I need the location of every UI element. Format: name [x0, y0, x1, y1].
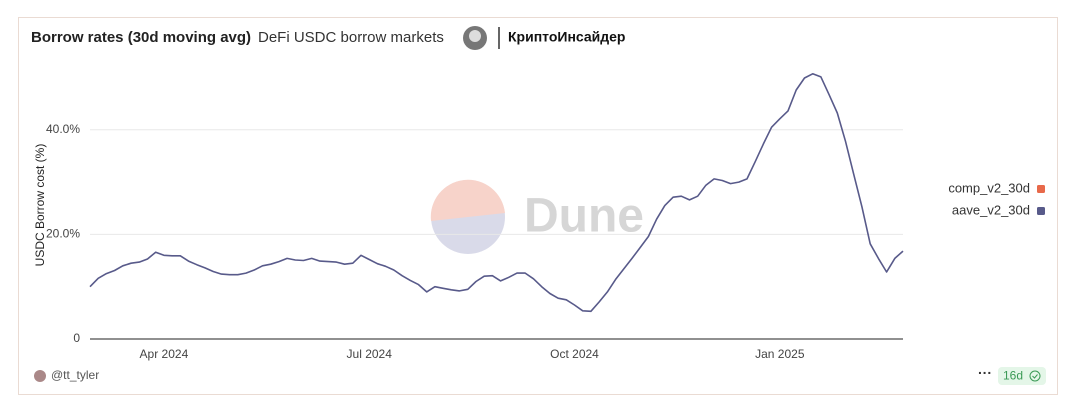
card	[18, 17, 1058, 395]
legend-swatch	[1037, 207, 1045, 215]
x-tick-label: Apr 2024	[140, 347, 189, 361]
legend-label: aave_v2_30d	[952, 202, 1030, 217]
y-tick-label: 0	[73, 331, 80, 345]
check-icon	[1029, 370, 1041, 382]
legend-label: comp_v2_30d	[948, 180, 1030, 195]
chart-title: Borrow rates (30d moving avg)	[31, 29, 251, 46]
y-tick-label: 20.0%	[46, 227, 80, 241]
user-avatar	[34, 370, 46, 382]
check-mark	[1032, 374, 1038, 379]
age-text: 16d	[1003, 369, 1023, 383]
author-name: КриптоИнсайдер	[508, 29, 625, 45]
user-name: @tt_tyler	[51, 368, 99, 382]
x-tick-label: Jan 2025	[755, 347, 805, 361]
legend-swatch	[1037, 185, 1045, 193]
watermark-logo-top	[430, 179, 505, 221]
y-axis-label: USDC Borrow cost (%)	[33, 144, 47, 267]
x-tick-label: Jul 2024	[347, 347, 393, 361]
chart-subtitle: DeFi USDC borrow markets	[258, 29, 444, 46]
plot: 0 20.0% 40.0% Apr 2024 Jul 2024 Oct 2024 Jan 2…	[46, 73, 1045, 361]
series-line	[89, 73, 904, 313]
author-avatar-face	[469, 30, 481, 42]
watermark: Dune	[524, 190, 644, 243]
menu-dots[interactable]: ···	[978, 365, 992, 381]
x-tick-label: Oct 2024	[550, 347, 599, 361]
y-tick-label: 40.0%	[46, 122, 80, 136]
